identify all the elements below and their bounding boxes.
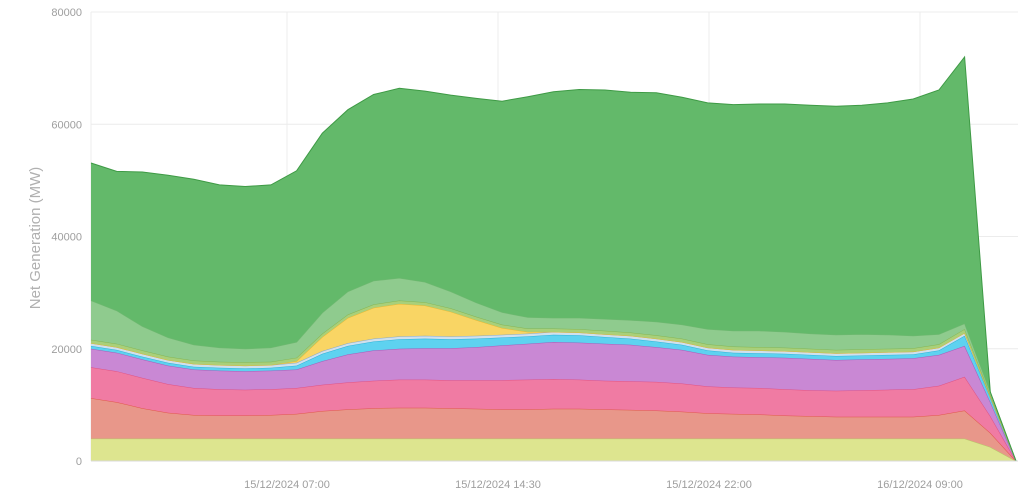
area-series-1 bbox=[91, 398, 1016, 461]
x-tick-label: 15/12/2024 14:30 bbox=[455, 479, 541, 491]
area-series-9 bbox=[91, 56, 1016, 462]
y-tick-label: 0 bbox=[76, 456, 82, 468]
x-tick-label: 15/12/2024 22:00 bbox=[666, 479, 752, 491]
area-series-8 bbox=[91, 278, 1016, 461]
stacked-areas bbox=[90, 55, 1017, 462]
x-tick-labels: 15/12/2024 07:00 15/12/2024 14:30 15/12/20… bbox=[244, 479, 963, 491]
area-edge-9 bbox=[90, 55, 1017, 462]
x-tick-label: 16/12/2024 09:00 bbox=[877, 479, 963, 491]
y-tick-label: 20000 bbox=[51, 344, 82, 356]
y-axis-label: Net Generation (MW) bbox=[27, 167, 44, 310]
area-series-2 bbox=[91, 367, 1016, 461]
y-tick-labels: 0 20000 40000 60000 80000 bbox=[51, 7, 82, 468]
y-tick-label: 80000 bbox=[51, 7, 82, 19]
area-series-6 bbox=[91, 303, 1016, 461]
area-series-3 bbox=[91, 342, 1016, 461]
y-tick-label: 60000 bbox=[51, 119, 82, 131]
x-tick-label: 15/12/2024 07:00 bbox=[244, 479, 330, 491]
y-tick-label: 40000 bbox=[51, 232, 82, 244]
area-series-0 bbox=[91, 438, 1016, 461]
